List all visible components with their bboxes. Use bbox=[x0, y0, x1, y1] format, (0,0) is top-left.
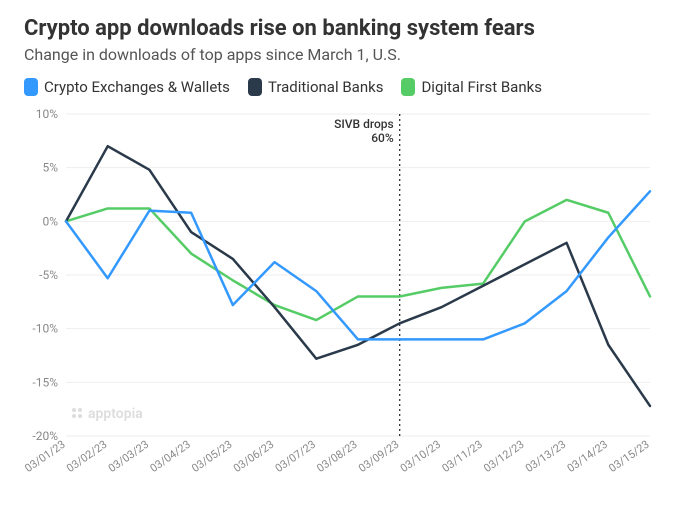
legend-item-banks: Traditional Banks bbox=[248, 78, 384, 96]
svg-text:03/04/23: 03/04/23 bbox=[148, 438, 193, 475]
svg-text:apptopia: apptopia bbox=[88, 406, 143, 422]
svg-text:03/10/23: 03/10/23 bbox=[398, 438, 443, 475]
legend-swatch-crypto bbox=[24, 78, 38, 96]
legend-swatch-digital bbox=[401, 78, 415, 96]
svg-text:03/09/23: 03/09/23 bbox=[356, 438, 401, 475]
svg-text:03/05/23: 03/05/23 bbox=[189, 438, 234, 475]
legend-item-digital: Digital First Banks bbox=[401, 78, 542, 96]
svg-text:5%: 5% bbox=[42, 161, 58, 175]
svg-text:-15%: -15% bbox=[32, 375, 58, 389]
legend-label-crypto: Crypto Exchanges & Wallets bbox=[44, 78, 230, 96]
chart-container: Crypto app downloads rise on banking sys… bbox=[0, 0, 680, 519]
svg-text:03/11/23: 03/11/23 bbox=[440, 438, 485, 475]
svg-text:03/02/23: 03/02/23 bbox=[64, 438, 109, 475]
svg-text:SIVB drops: SIVB drops bbox=[334, 117, 394, 131]
line-chart-svg: -20%-15%-10%-5%0%5%10%apptopiaSIVB drops… bbox=[24, 104, 656, 484]
legend-swatch-banks bbox=[248, 78, 262, 96]
svg-text:03/07/23: 03/07/23 bbox=[273, 438, 318, 475]
legend-item-crypto: Crypto Exchanges & Wallets bbox=[24, 78, 230, 96]
svg-text:03/03/23: 03/03/23 bbox=[106, 438, 151, 475]
svg-text:03/06/23: 03/06/23 bbox=[231, 438, 276, 475]
chart-subtitle: Change in downloads of top apps since Ma… bbox=[24, 45, 656, 64]
svg-text:-10%: -10% bbox=[32, 322, 58, 336]
legend-label-digital: Digital First Banks bbox=[421, 78, 542, 96]
chart-area: -20%-15%-10%-5%0%5%10%apptopiaSIVB drops… bbox=[24, 104, 656, 484]
svg-text:60%: 60% bbox=[371, 131, 394, 145]
svg-text:0%: 0% bbox=[42, 214, 58, 228]
svg-text:03/14/23: 03/14/23 bbox=[565, 438, 610, 475]
legend-label-banks: Traditional Banks bbox=[268, 78, 384, 96]
svg-text:03/15/23: 03/15/23 bbox=[606, 438, 651, 475]
svg-text:03/01/23: 03/01/23 bbox=[24, 438, 68, 475]
svg-text:03/08/23: 03/08/23 bbox=[314, 438, 359, 475]
chart-title: Crypto app downloads rise on banking sys… bbox=[24, 16, 656, 41]
svg-text:03/13/23: 03/13/23 bbox=[523, 438, 568, 475]
svg-text:03/12/23: 03/12/23 bbox=[481, 438, 526, 475]
svg-text:-5%: -5% bbox=[39, 268, 58, 282]
svg-text:10%: 10% bbox=[36, 107, 58, 121]
legend: Crypto Exchanges & Wallets Traditional B… bbox=[24, 78, 656, 96]
